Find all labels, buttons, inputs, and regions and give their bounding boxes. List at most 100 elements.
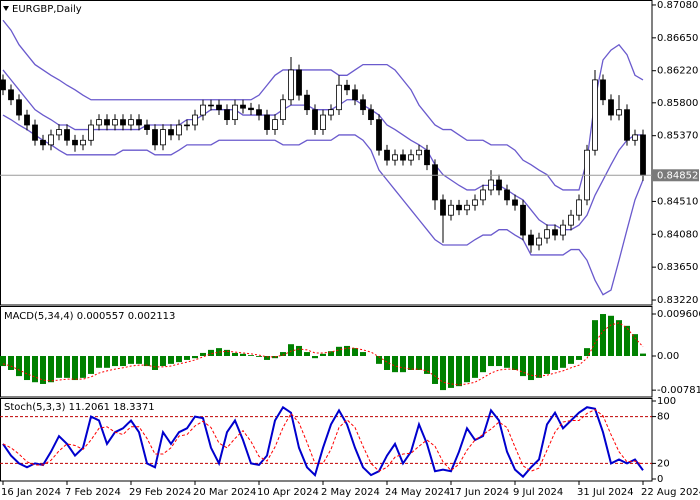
macd-bar [312, 355, 318, 359]
macd-bar [600, 314, 606, 356]
macd-bar [576, 355, 582, 360]
candle-body [200, 104, 206, 116]
macd-bar [408, 355, 414, 370]
menu-triangle[interactable] [3, 6, 9, 11]
macd-bar [520, 355, 526, 377]
macd-bar [640, 353, 646, 356]
y-tick-label: 0.84080 [657, 229, 698, 240]
x-tick-label: 7 Feb 2024 [65, 487, 121, 498]
y-tick-label: 0.84510 [657, 196, 698, 207]
candle-body [576, 199, 582, 216]
macd-bar [152, 355, 158, 370]
candle-body [536, 237, 542, 246]
candle-body [176, 124, 182, 136]
candle-body [112, 119, 118, 126]
candle-body [464, 204, 470, 211]
candle-body [8, 89, 14, 101]
candle-body [24, 114, 30, 126]
y-tick-label: 20 [657, 458, 670, 469]
candle-body [256, 109, 262, 116]
macd-bar [440, 355, 446, 391]
candle-body [216, 104, 222, 111]
macd-value: 0.000557 [77, 311, 125, 322]
x-tick-label: 10 Apr 2024 [257, 487, 319, 498]
candle-body [136, 119, 142, 126]
candle-body [408, 154, 414, 161]
stoch-header: Stoch(5,3,3) 11.2061 18.3371 [4, 402, 155, 413]
macd-bar [32, 355, 38, 383]
y-tick-label: 0.86650 [657, 33, 698, 44]
candle-body [160, 129, 166, 146]
macd-bar [448, 355, 454, 388]
macd-bar [496, 355, 502, 367]
macd-bar [184, 355, 190, 360]
macd-bar [560, 355, 566, 368]
y-tick-label: 0.87080 [657, 0, 698, 11]
macd-bar [88, 355, 94, 374]
x-tick-label: 22 Aug 2024 [641, 487, 700, 498]
y-tick-label: 0.00 [657, 351, 679, 362]
candle-body [336, 84, 342, 111]
candle-body [392, 154, 398, 161]
y-tick-label: 100 [657, 396, 676, 407]
candle-body [296, 69, 302, 96]
macd-bar [0, 355, 6, 367]
candle-body [520, 204, 526, 236]
macd-bar [504, 355, 510, 368]
candle-body [248, 107, 254, 111]
macd-title: MACD(5,34,4) [4, 311, 74, 322]
macd-bar [392, 355, 398, 373]
candle-body [304, 94, 310, 111]
macd-bar [120, 355, 126, 367]
macd-bar [592, 320, 598, 356]
candle-body [312, 109, 318, 130]
candle-body [592, 79, 598, 151]
macd-bar [160, 355, 166, 367]
macd-bar [472, 355, 478, 378]
y-tick-label: 0 [657, 474, 663, 485]
macd-bar [40, 355, 46, 384]
candle-body [208, 104, 214, 107]
macd-bar [360, 352, 366, 356]
y-tick-label: 0.85370 [657, 131, 698, 142]
candle-body [16, 99, 22, 116]
macd-bar [248, 355, 254, 356]
macd-bar [416, 355, 422, 370]
candle-body [560, 224, 566, 236]
candle-body [368, 109, 374, 121]
candle-body [360, 99, 366, 111]
stoch-panel [0, 398, 653, 482]
macd-bar [336, 346, 342, 356]
x-tick-label: 20 Mar 2024 [193, 487, 256, 498]
x-tick-label: 16 Jan 2024 [1, 487, 61, 498]
macd-bar [320, 353, 326, 356]
macd-bar [72, 355, 78, 381]
stoch-signal-value: 18.3371 [113, 402, 154, 413]
y-tick-label: -0.007812 [657, 385, 700, 396]
macd-bar [400, 355, 406, 373]
candle-body [376, 119, 382, 151]
y-tick-label: 0.85800 [657, 98, 698, 109]
x-tick-label: 2 May 2024 [321, 487, 380, 498]
x-tick-label: 24 May 2024 [385, 487, 450, 498]
macd-bar [104, 355, 110, 368]
macd-bar [24, 355, 30, 381]
macd-bar [208, 349, 214, 356]
candle-body [608, 99, 614, 116]
macd-bar [296, 345, 302, 356]
macd-bar [128, 355, 134, 364]
candle-body [272, 119, 278, 130]
bollinger-band [2, 69, 643, 231]
candle-body [528, 234, 534, 246]
macd-bar [552, 355, 558, 370]
stoch-main-value: 11.2061 [69, 402, 110, 413]
macd-bar [264, 355, 270, 360]
macd-bar [256, 355, 262, 357]
macd-bar [64, 355, 70, 378]
macd-bar [344, 345, 350, 356]
candle-body [456, 204, 462, 211]
macd-bar [536, 355, 542, 378]
macd-bar [48, 355, 54, 383]
candle-body [56, 129, 62, 136]
